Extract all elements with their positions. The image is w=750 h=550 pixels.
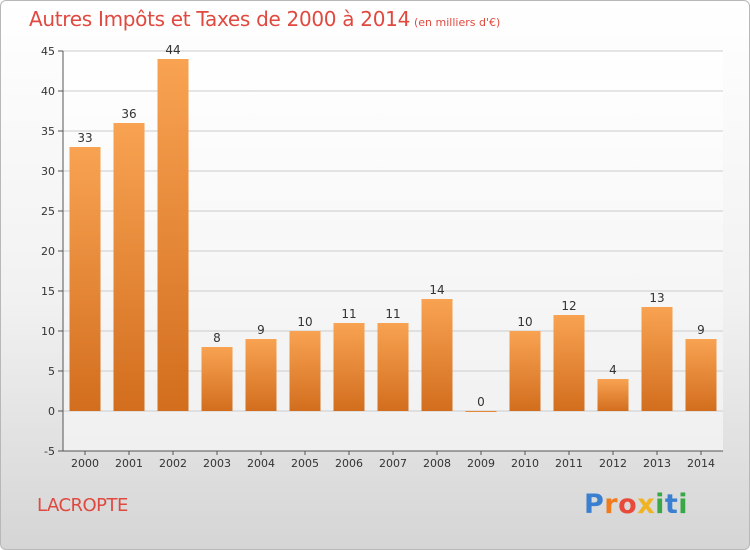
data-label: 12 bbox=[561, 299, 576, 313]
bar bbox=[245, 339, 277, 411]
bar bbox=[333, 323, 365, 411]
x-tick-label: 2010 bbox=[511, 457, 539, 470]
x-tick-label: 2009 bbox=[467, 457, 495, 470]
chart-title-text: Autres Impôts et Taxes de 2000 à 2014 bbox=[29, 7, 410, 31]
x-tick-label: 2008 bbox=[423, 457, 451, 470]
bar bbox=[465, 411, 497, 412]
x-tick-label: 2013 bbox=[643, 457, 671, 470]
y-tick-label: 0 bbox=[48, 405, 55, 418]
data-label: 10 bbox=[297, 315, 312, 329]
data-label: 8 bbox=[213, 331, 221, 345]
y-tick-label: 45 bbox=[41, 45, 55, 58]
bar bbox=[553, 315, 585, 411]
x-tick-label: 2001 bbox=[115, 457, 143, 470]
data-label: 0 bbox=[477, 395, 485, 409]
y-tick-label: 5 bbox=[48, 365, 55, 378]
data-label: 36 bbox=[121, 107, 136, 121]
data-label: 14 bbox=[429, 283, 444, 297]
y-tick-label: 20 bbox=[41, 245, 55, 258]
data-label: 11 bbox=[341, 307, 356, 321]
proxiti-logo[interactable]: Proxiti bbox=[584, 489, 689, 520]
bar bbox=[289, 331, 321, 411]
data-label: 10 bbox=[517, 315, 532, 329]
x-tick-label: 2011 bbox=[555, 457, 583, 470]
y-tick-label: 40 bbox=[41, 85, 55, 98]
data-label: 44 bbox=[165, 43, 180, 57]
y-tick-label: 30 bbox=[41, 165, 55, 178]
bar bbox=[157, 59, 189, 411]
x-tick-label: 2014 bbox=[687, 457, 715, 470]
bar bbox=[421, 299, 453, 411]
data-label: 11 bbox=[385, 307, 400, 321]
bar bbox=[685, 339, 717, 411]
x-tick-label: 2002 bbox=[159, 457, 187, 470]
bar bbox=[377, 323, 409, 411]
data-label: 13 bbox=[649, 291, 664, 305]
bar bbox=[597, 379, 629, 411]
bar bbox=[201, 347, 233, 411]
y-tick-label: -5 bbox=[44, 445, 55, 458]
x-tick-label: 2000 bbox=[71, 457, 99, 470]
commune-name: LACROPTE bbox=[37, 495, 128, 516]
x-tick-label: 2005 bbox=[291, 457, 319, 470]
bar bbox=[509, 331, 541, 411]
x-tick-label: 2007 bbox=[379, 457, 407, 470]
x-tick-label: 2012 bbox=[599, 457, 627, 470]
bar bbox=[113, 123, 145, 411]
x-tick-label: 2003 bbox=[203, 457, 231, 470]
chart-subtitle: (en milliers d'€) bbox=[414, 16, 501, 29]
x-tick-label: 2004 bbox=[247, 457, 275, 470]
data-label: 4 bbox=[609, 363, 617, 377]
y-tick-label: 35 bbox=[41, 125, 55, 138]
x-tick-label: 2006 bbox=[335, 457, 363, 470]
chart-title: Autres Impôts et Taxes de 2000 à 2014 (en… bbox=[29, 7, 500, 31]
data-label: 9 bbox=[257, 323, 265, 337]
y-tick-label: 15 bbox=[41, 285, 55, 298]
y-tick-label: 25 bbox=[41, 205, 55, 218]
data-label: 33 bbox=[77, 131, 92, 145]
bar bbox=[69, 147, 101, 411]
data-label: 9 bbox=[697, 323, 705, 337]
bar bbox=[641, 307, 673, 411]
y-tick-label: 10 bbox=[41, 325, 55, 338]
